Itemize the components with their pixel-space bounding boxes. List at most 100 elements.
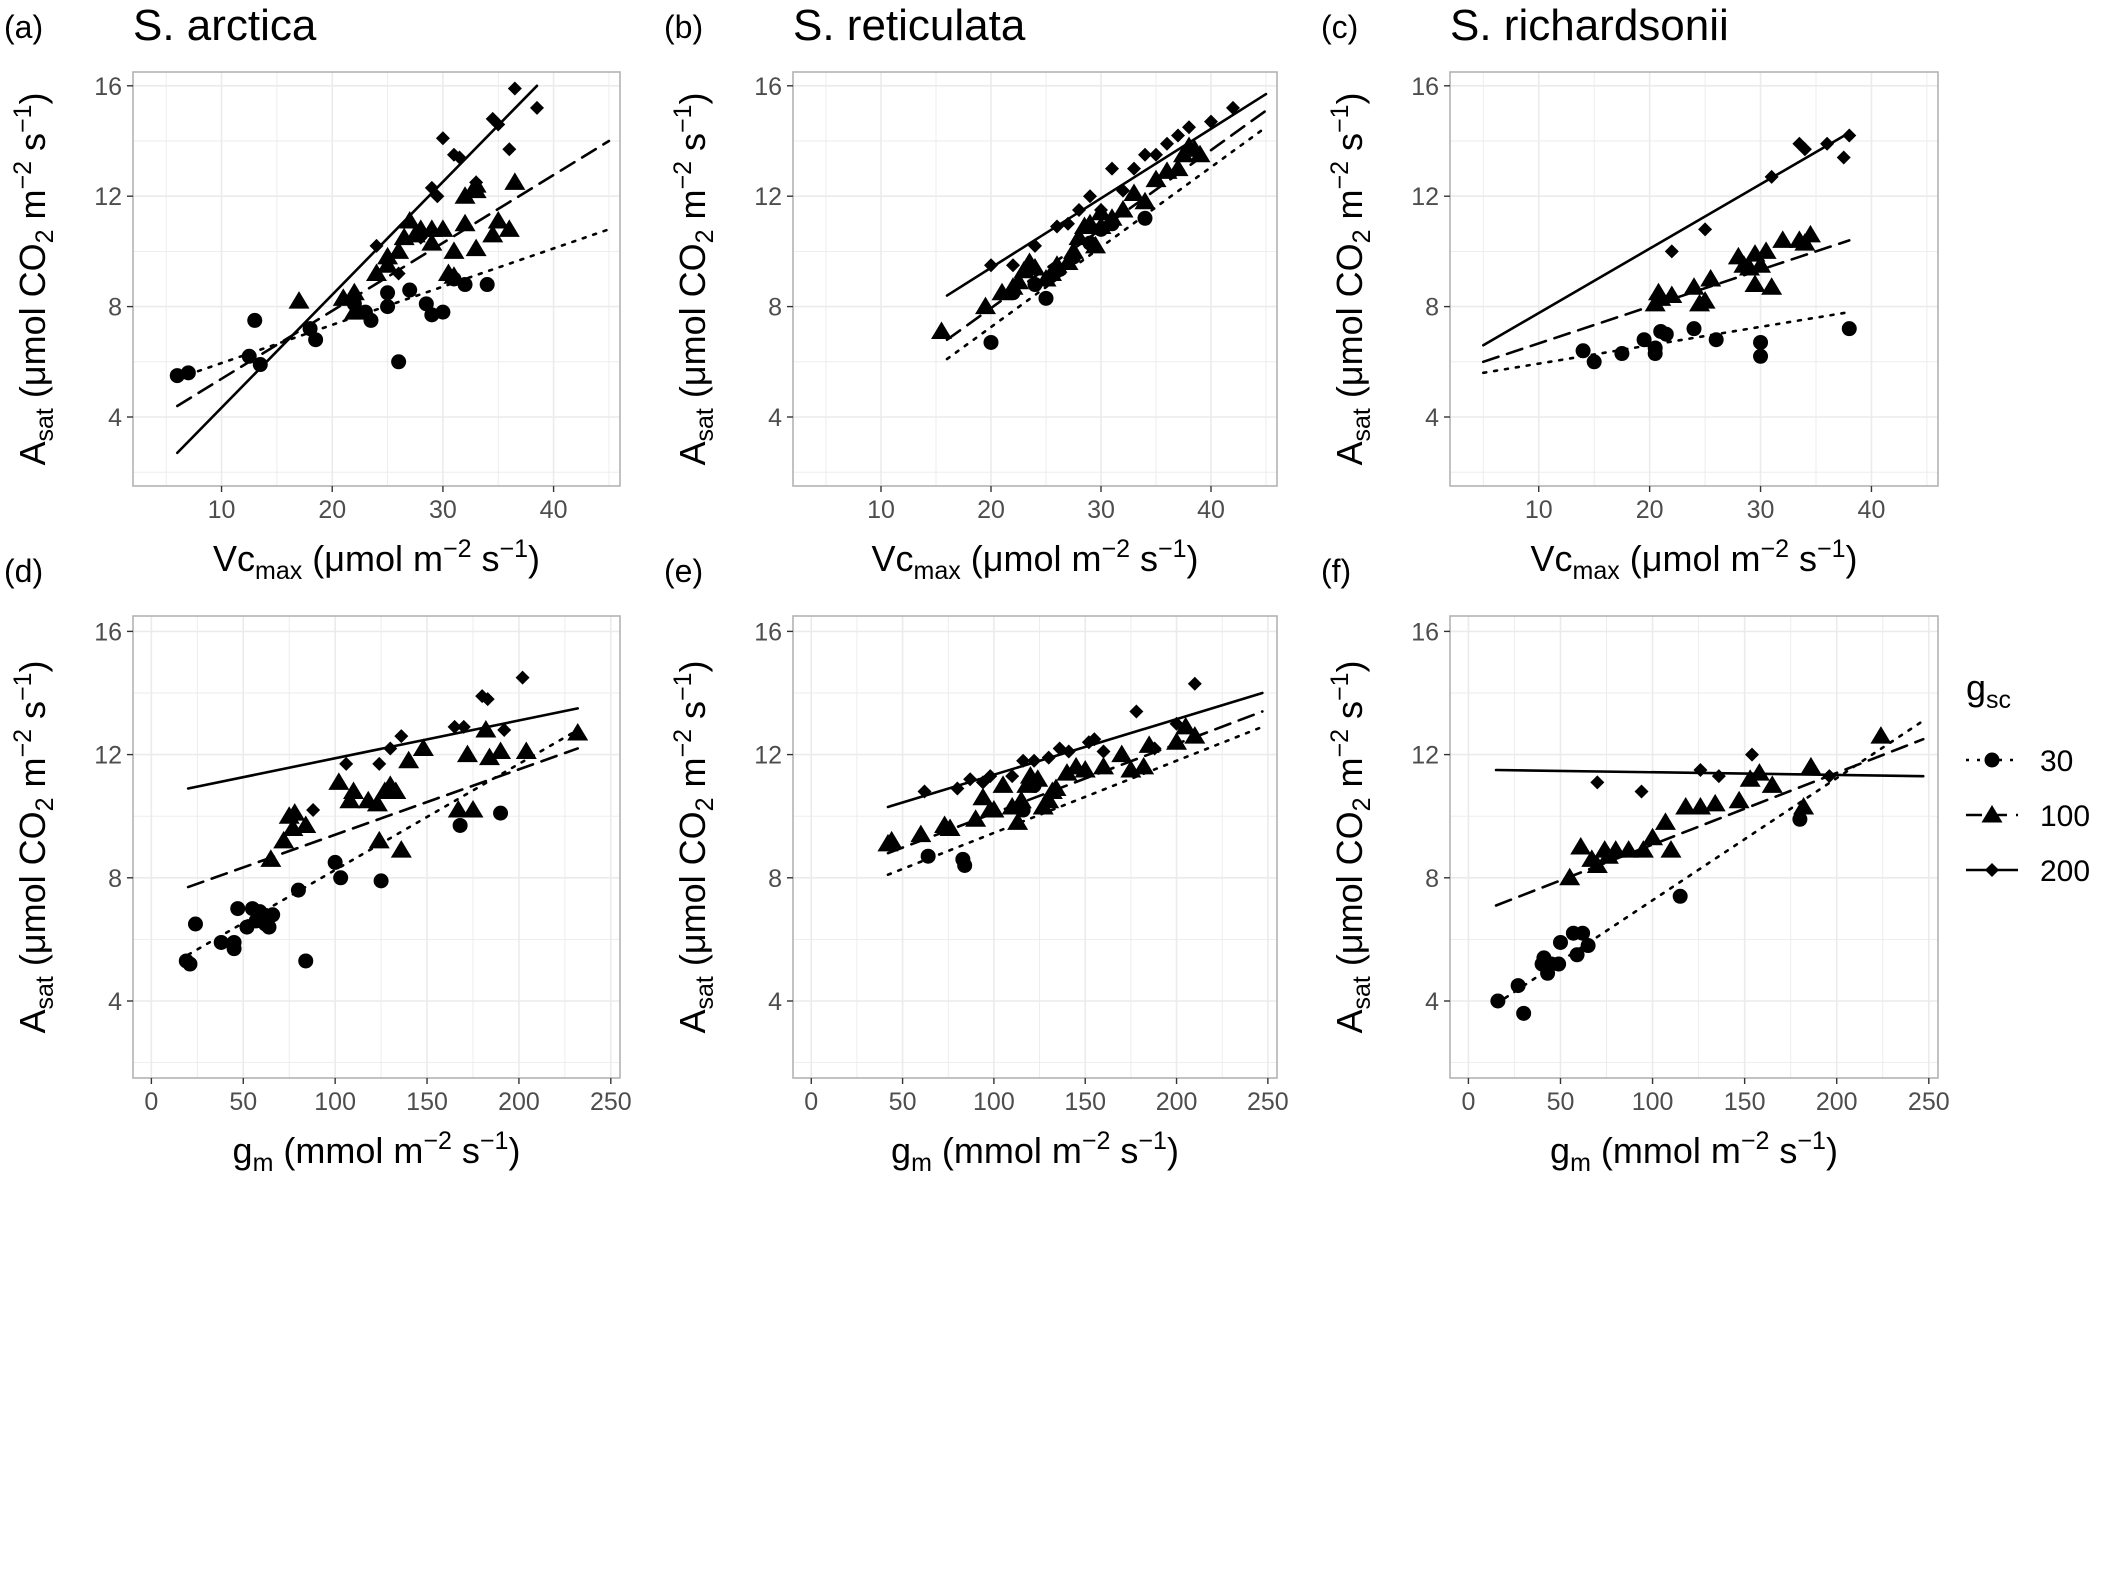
data-point	[1101, 208, 1123, 226]
panel-e: 0 50 100 150 200 250 4 8 12 16 (e) Asat (μmol CO2 m…	[664, 553, 1289, 1177]
data-point	[917, 784, 932, 799]
y-axis-label: Asat (μmol CO2 m−2 s−1)	[1326, 92, 1376, 465]
data-point	[430, 189, 445, 204]
data-point	[1694, 291, 1716, 309]
data-point	[1111, 744, 1133, 763]
data-point	[950, 781, 965, 796]
data-point	[1105, 161, 1119, 176]
series-gsc-100	[186, 719, 589, 889]
data-point	[1166, 732, 1188, 750]
x-tick-label: 10	[1525, 496, 1553, 524]
data-point	[931, 321, 952, 339]
data-point	[1636, 332, 1652, 348]
x-axis-label: Vcmax (μmol m−2 s−1)	[213, 535, 540, 585]
fit-line	[886, 725, 1264, 877]
y-tick-label: 16	[94, 618, 122, 646]
data-point	[1038, 290, 1054, 306]
legend: gsc 30 100 200	[1966, 667, 2090, 888]
data-point	[1575, 343, 1591, 359]
data-point	[290, 882, 306, 898]
data-point	[480, 692, 495, 707]
data-point	[328, 772, 350, 790]
data-point	[363, 312, 379, 328]
x-tick-label: 40	[1197, 496, 1225, 524]
x-tick-label: 200	[498, 1088, 540, 1116]
data-point	[1761, 775, 1783, 793]
data-point	[1006, 258, 1020, 273]
data-point	[383, 741, 398, 756]
fit-line	[945, 92, 1268, 297]
y-tick-label: 4	[768, 404, 782, 432]
data-point	[1516, 1005, 1532, 1021]
data-point	[1744, 274, 1766, 293]
data-point	[1169, 716, 1184, 731]
data-point	[1171, 128, 1185, 143]
data-point	[1147, 741, 1162, 756]
y-axis-label: Asat (μmol CO2 m−2 s−1)	[9, 92, 59, 465]
data-point	[447, 800, 469, 818]
data-point	[1745, 747, 1760, 762]
x-tick-label: 100	[973, 1088, 1015, 1116]
y-tick-label: 8	[1425, 294, 1439, 322]
data-point	[482, 224, 504, 243]
data-point	[1772, 230, 1794, 248]
data-point	[306, 803, 321, 818]
series-gsc-100	[1494, 726, 1925, 907]
data-point	[1063, 241, 1084, 259]
data-point	[992, 775, 1014, 793]
data-point	[1797, 142, 1812, 157]
data-point	[529, 100, 544, 115]
panel-b: 10 20 30 40 4 8 12 16 (b) S. reticulata Asat (μmol…	[664, 1, 1278, 585]
fit-line	[1494, 719, 1925, 1006]
data-point	[1559, 867, 1581, 886]
data-point	[1074, 760, 1096, 778]
x-tick-label: 250	[1247, 1088, 1289, 1116]
data-point	[963, 772, 978, 787]
data-point	[1632, 840, 1654, 858]
data-point	[1057, 252, 1079, 270]
x-tick-label: 100	[1632, 1088, 1674, 1116]
data-point	[1836, 150, 1851, 165]
y-tick-label: 16	[754, 73, 782, 101]
data-point	[435, 131, 450, 146]
data-point	[1038, 790, 1060, 809]
panel-label: (a)	[4, 9, 43, 45]
data-point	[1041, 750, 1056, 765]
y-tick-label: 8	[768, 294, 782, 322]
data-point	[490, 741, 512, 760]
series-gsc-200	[1481, 128, 1857, 347]
x-axis-label: gm (mmol m−2 s−1)	[891, 1127, 1179, 1177]
plot-border	[792, 71, 1278, 487]
data-point	[385, 781, 407, 800]
data-point	[939, 818, 961, 837]
y-tick-label: 8	[108, 294, 122, 322]
data-point	[462, 800, 484, 818]
plot-border	[1449, 71, 1939, 487]
data-point	[454, 213, 476, 232]
fit-line	[186, 728, 580, 957]
data-point	[372, 756, 387, 771]
data-point	[1087, 732, 1102, 747]
data-point	[1094, 203, 1108, 217]
data-point	[1085, 235, 1106, 254]
y-tick-label: 12	[1411, 742, 1439, 770]
data-point	[1068, 227, 1090, 246]
data-point	[1590, 775, 1605, 790]
y-tick-label: 12	[1411, 183, 1439, 211]
data-point	[373, 873, 389, 889]
data-point	[295, 815, 317, 833]
data-point	[447, 719, 462, 734]
data-point	[1672, 888, 1688, 904]
data-point	[1586, 855, 1608, 873]
x-tick-label: 150	[1724, 1088, 1766, 1116]
data-point	[443, 266, 465, 284]
data-point	[1820, 136, 1835, 151]
y-tick-label: 4	[1425, 988, 1439, 1016]
series-gsc-30	[1490, 719, 1925, 1021]
data-point	[1822, 769, 1837, 784]
data-point	[1112, 200, 1134, 218]
y-axis-label: Asat (μmol CO2 m−2 s−1)	[1326, 660, 1376, 1033]
y-tick-label: 12	[754, 183, 782, 211]
data-point	[502, 142, 517, 157]
data-point	[1061, 216, 1075, 231]
